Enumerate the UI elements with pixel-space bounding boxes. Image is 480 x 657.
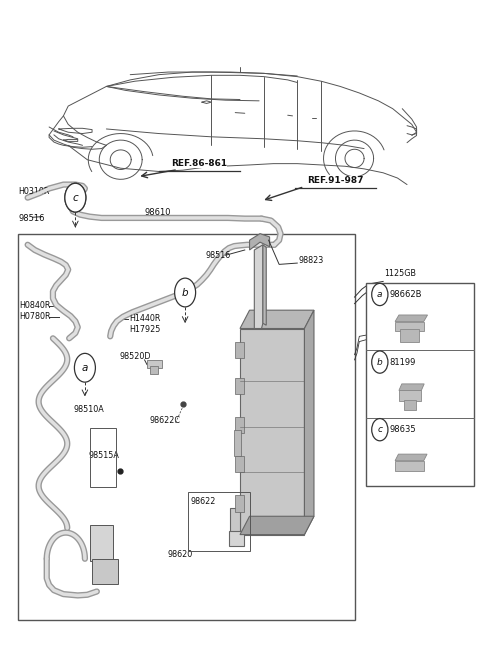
Text: H1440R: H1440R bbox=[129, 313, 161, 323]
Text: a: a bbox=[82, 363, 88, 373]
Polygon shape bbox=[228, 532, 244, 546]
Bar bbox=[18, 234, 355, 620]
Bar bbox=[400, 329, 419, 342]
Text: 98516: 98516 bbox=[19, 214, 45, 223]
Bar bbox=[366, 283, 474, 486]
Polygon shape bbox=[395, 461, 424, 471]
Bar bbox=[235, 378, 244, 394]
Circle shape bbox=[372, 351, 388, 373]
Text: 81199: 81199 bbox=[389, 357, 416, 367]
Text: H0840R: H0840R bbox=[20, 300, 51, 309]
Polygon shape bbox=[395, 321, 424, 330]
Circle shape bbox=[175, 278, 196, 307]
Text: b: b bbox=[377, 357, 383, 367]
Text: H0780R: H0780R bbox=[20, 312, 51, 321]
Text: 98620: 98620 bbox=[168, 551, 192, 560]
Bar bbox=[150, 367, 158, 374]
Bar bbox=[235, 495, 244, 512]
Circle shape bbox=[372, 283, 388, 306]
Polygon shape bbox=[395, 315, 428, 321]
Text: 98610: 98610 bbox=[144, 208, 171, 217]
Text: 98635: 98635 bbox=[389, 425, 416, 434]
Text: REF.86-861: REF.86-861 bbox=[171, 159, 228, 168]
Bar bbox=[235, 417, 244, 433]
Polygon shape bbox=[399, 390, 421, 401]
Polygon shape bbox=[304, 310, 314, 535]
Circle shape bbox=[74, 353, 96, 382]
Circle shape bbox=[65, 183, 86, 212]
Text: c: c bbox=[72, 193, 78, 202]
Text: 1125GB: 1125GB bbox=[384, 269, 416, 278]
Bar bbox=[90, 428, 116, 487]
Text: 98662B: 98662B bbox=[389, 290, 422, 299]
Text: 98622: 98622 bbox=[191, 497, 216, 506]
Bar bbox=[188, 492, 250, 551]
Text: 98823: 98823 bbox=[298, 256, 324, 265]
Bar bbox=[147, 360, 162, 368]
Polygon shape bbox=[263, 245, 266, 325]
Text: c: c bbox=[72, 193, 78, 202]
Polygon shape bbox=[399, 384, 424, 390]
Text: H0310R: H0310R bbox=[19, 187, 50, 196]
Text: 98622C: 98622C bbox=[149, 417, 180, 425]
Bar bbox=[92, 559, 118, 583]
Text: REF.91-987: REF.91-987 bbox=[307, 175, 364, 185]
Text: a: a bbox=[377, 290, 383, 299]
Bar bbox=[90, 525, 113, 560]
Text: 98515A: 98515A bbox=[88, 451, 119, 460]
Polygon shape bbox=[229, 509, 240, 535]
Text: 98516: 98516 bbox=[205, 251, 231, 260]
Circle shape bbox=[372, 419, 388, 441]
Bar bbox=[235, 342, 244, 358]
Polygon shape bbox=[240, 328, 304, 535]
Text: 98520D: 98520D bbox=[120, 352, 151, 361]
Text: b: b bbox=[182, 288, 189, 298]
Bar bbox=[234, 430, 241, 456]
Polygon shape bbox=[240, 310, 314, 328]
Text: H17925: H17925 bbox=[129, 325, 161, 334]
Text: c: c bbox=[377, 425, 383, 434]
Text: 98510A: 98510A bbox=[74, 405, 105, 415]
Polygon shape bbox=[254, 245, 263, 328]
Polygon shape bbox=[395, 454, 427, 461]
Polygon shape bbox=[250, 234, 270, 250]
Bar bbox=[404, 399, 416, 410]
Bar bbox=[235, 456, 244, 472]
Circle shape bbox=[65, 183, 86, 212]
Polygon shape bbox=[240, 516, 314, 535]
